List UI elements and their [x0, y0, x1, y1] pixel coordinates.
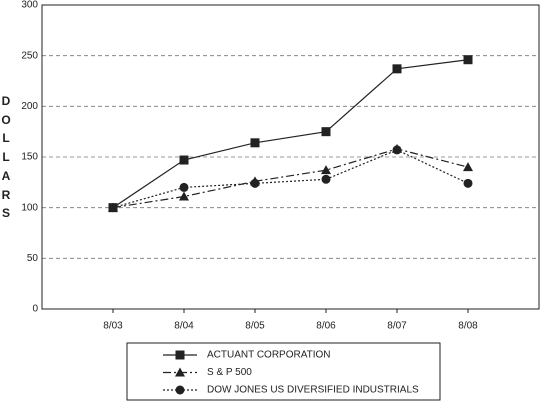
marker: [179, 155, 189, 165]
y-axis-label: DOLLARS: [1, 94, 11, 221]
marker: [463, 55, 473, 65]
y-tick-label: 150: [21, 152, 38, 163]
y-tick-label: 100: [21, 202, 38, 213]
series-line: [112, 149, 469, 209]
x-tick-label: 8/03: [103, 321, 123, 332]
y-tick-label: 250: [21, 50, 38, 61]
marker: [250, 178, 260, 188]
legend-label: ACTUANT CORPORATION: [207, 350, 331, 361]
x-tick-label: 8/05: [245, 321, 265, 332]
x-tick-label: 8/04: [174, 321, 194, 332]
marker: [250, 138, 260, 148]
plot-frame: [41, 4, 540, 310]
legend-marker: [175, 350, 185, 360]
marker: [108, 203, 118, 213]
y-tick-label: 0: [32, 304, 38, 315]
y-tick-label: 50: [27, 253, 39, 264]
marker: [392, 145, 402, 155]
series-line: [112, 59, 469, 209]
x-tick-label: 8/07: [387, 321, 407, 332]
legend-label: DOW JONES US DIVERSIFIED INDUSTRIALS: [207, 385, 419, 396]
marker: [463, 178, 473, 188]
marker: [179, 182, 189, 192]
legend-label: S & P 500: [207, 367, 252, 378]
x-tick-label: 8/08: [458, 321, 478, 332]
legend-box: [126, 342, 441, 401]
y-tick-label: 300: [21, 0, 38, 11]
marker: [463, 162, 473, 172]
marker: [321, 174, 331, 184]
series-line: [112, 148, 469, 209]
legend-marker: [175, 385, 185, 395]
x-tick-label: 8/06: [316, 321, 336, 332]
marker: [321, 127, 331, 137]
y-tick-label: 200: [21, 101, 38, 112]
marker: [179, 191, 189, 201]
marker: [392, 64, 402, 74]
legend-marker: [175, 367, 185, 377]
marker: [321, 165, 331, 175]
